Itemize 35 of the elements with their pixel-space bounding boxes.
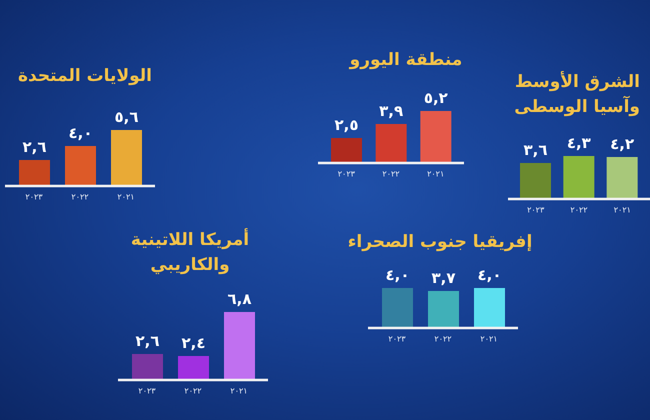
x-tick-label: ٢٠٢٢ — [382, 170, 400, 179]
x-tick-label: ٢٠٢٣ — [138, 386, 156, 396]
x-tick-label: ٢٠٢٣ — [527, 206, 545, 215]
data-label: ٢,٤ — [181, 334, 206, 352]
x-tick-label: ٢٠٢٣ — [338, 170, 356, 179]
data-label: ٥,٢ — [424, 89, 448, 107]
data-label: ٢,٥ — [334, 116, 359, 134]
chart-title: الولايات المتحدة — [17, 65, 153, 88]
chart-title: إفريقيا جنوب الصحراء — [346, 231, 534, 254]
x-tick-label: ٢٠٢١ — [427, 170, 444, 179]
data-label: ٢,٦ — [135, 332, 160, 350]
data-label: ٥,٦ — [114, 108, 139, 126]
data-label: ٤,٠ — [477, 266, 502, 284]
x-tick-label: ٢٠٢٣ — [25, 192, 44, 202]
x-tick-label: ٢٠٢١ — [117, 192, 135, 202]
data-label: ٦,٨ — [227, 290, 252, 308]
data-label: ٤,٣ — [566, 134, 591, 152]
x-tick-label: ٢٠٢٢ — [71, 192, 89, 202]
data-label: ٢,٦ — [22, 138, 47, 156]
x-tick-label: ٢٠٢٣ — [388, 334, 406, 344]
data-label: ٤,٢ — [610, 135, 634, 153]
chart-title: أمريكا اللاتينية والكاريبي — [130, 228, 250, 277]
x-tick-label: ٢٠٢٢ — [570, 206, 588, 215]
data-label: ٣,٦ — [523, 141, 548, 159]
data-label: ٤,٠ — [385, 266, 410, 284]
data-label: ٤,٠ — [68, 124, 93, 142]
x-tick-label: ٢٠٢٢ — [184, 386, 202, 396]
x-tick-label: ٢٠٢١ — [614, 206, 631, 215]
chart-title: الشرق الأوسط وآسيا الوسطى — [513, 70, 640, 119]
x-tick-label: ٢٠٢١ — [480, 334, 498, 344]
data-label: ٣,٧ — [431, 269, 456, 287]
x-tick-label: ٢٠٢٢ — [434, 334, 452, 344]
data-label: ٣,٩ — [379, 102, 404, 120]
chart-title: منطقة اليورو — [348, 49, 464, 72]
x-tick-label: ٢٠٢١ — [230, 386, 248, 396]
